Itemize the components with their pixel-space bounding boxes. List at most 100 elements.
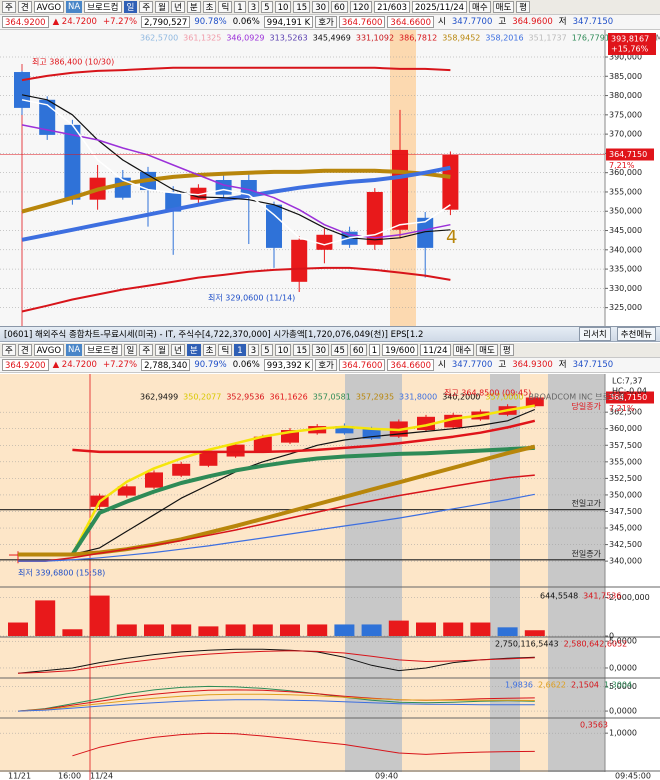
quote-hoga[interactable]: 호가 (315, 359, 337, 371)
interval-button[interactable]: 30 (312, 344, 330, 356)
interval-button[interactable]: 1 (234, 1, 246, 13)
interval-button[interactable]: 5 (261, 344, 273, 356)
quote-bar: 364.9200 ▲ 24.7200 +7.27% 2,790,527 90.78% 0.… (0, 15, 660, 30)
interval-button[interactable]: 1 (234, 344, 246, 356)
last-rate-label: 7,21% (609, 404, 635, 413)
quote-price: 364.9200 (2, 359, 49, 371)
symbol-input[interactable]: AVGO (33, 1, 65, 13)
last-rate-label: 7,21% (609, 161, 635, 170)
quote-rate: +7.27% (102, 17, 138, 27)
candle-body (417, 416, 435, 431)
legend-value: 386,7812 (399, 34, 437, 43)
period-button[interactable]: 초 (202, 1, 217, 13)
indicator-line (21, 168, 451, 214)
market-select[interactable]: 주 (2, 1, 16, 13)
name-field: 브로드컴 (84, 344, 122, 356)
period-button[interactable]: 틱 (218, 1, 233, 13)
y-tick-label: 325,000 (609, 303, 642, 312)
menu-button[interactable]: 리서치 (579, 327, 611, 341)
interval-button[interactable]: 60 (331, 1, 348, 13)
indicator-line (18, 404, 536, 556)
order-button[interactable]: 매도 (492, 1, 515, 13)
candle-body (9, 554, 27, 556)
indicator-line (18, 445, 535, 557)
y-tick-label: 342,500 (609, 540, 642, 549)
quote-hoga[interactable]: 호가 (315, 16, 337, 28)
interval-button[interactable]: 10 (274, 344, 292, 356)
count-annotation: 4 (446, 227, 457, 248)
candle-body (117, 486, 136, 496)
type-select[interactable]: 견 (17, 1, 32, 13)
indicator-line (18, 493, 535, 562)
quote-open-label: 시 (437, 17, 446, 27)
y-tick-label: 360,000 (609, 424, 642, 433)
period-button[interactable]: 초 (202, 344, 217, 356)
symbol-input[interactable]: AVGO (33, 344, 65, 356)
count-field: 19/600 (382, 344, 419, 356)
y-tick-label: 357,500 (609, 441, 642, 450)
volume-bar (497, 627, 518, 636)
date-field[interactable]: 2025/11/24 (412, 1, 468, 13)
volume-bar (8, 622, 28, 636)
interval-button[interactable]: 120 (349, 1, 373, 13)
candle-body (145, 472, 163, 488)
period-button[interactable]: 년 (170, 344, 185, 356)
menu-button[interactable]: 추천메뉴 (616, 327, 656, 341)
range-high: 393,8167 (611, 35, 649, 44)
period-button[interactable]: 분 (186, 344, 201, 356)
period-button[interactable]: 일 (123, 344, 138, 356)
interval-button[interactable]: 5 (261, 1, 273, 13)
order-button[interactable]: 매수 (452, 344, 475, 356)
indicator-line (21, 165, 451, 242)
order-button[interactable]: 매수 (469, 1, 491, 13)
quote-low: 347.7150 (572, 17, 614, 27)
type-select[interactable]: 견 (17, 344, 32, 356)
legend-value: BROADCOM INC 브로드컴 (529, 393, 625, 402)
candle-body (39, 99, 56, 135)
interval-button[interactable]: 30 (312, 1, 330, 13)
interval-button[interactable]: 3 (247, 344, 260, 356)
order-button[interactable]: 매도 (476, 344, 498, 356)
period-button[interactable]: 일 (123, 1, 138, 13)
name-field: 브로드컴 (84, 1, 122, 13)
y-tick-label: 352,500 (609, 474, 642, 483)
low-annotation: 최저 329,0600 (11/14) (208, 293, 295, 303)
x-tick-label: 11/24 (90, 772, 113, 780)
market-select[interactable]: 주 (2, 344, 16, 356)
volume-bar (307, 624, 328, 636)
candle-body (89, 177, 106, 200)
period-button[interactable]: 주 (139, 1, 154, 13)
period-button[interactable]: 주 (139, 344, 154, 356)
date-field[interactable]: 11/24 (420, 344, 451, 356)
period-button[interactable]: 년 (170, 1, 185, 13)
session-band (390, 30, 416, 326)
order-button[interactable]: 평 (516, 1, 531, 13)
candle-body (266, 204, 282, 248)
unit-input[interactable]: 1 (368, 344, 381, 356)
quote-ask: 364.7600 (338, 16, 386, 28)
period-button[interactable]: 틱 (218, 344, 233, 356)
y-tick-label: 0,0000 (609, 707, 637, 716)
period-button[interactable]: 월 (155, 1, 169, 13)
interval-button[interactable]: 60 (349, 344, 367, 356)
interval-button[interactable]: 45 (331, 344, 348, 356)
period-button[interactable]: 월 (155, 344, 169, 356)
period-button[interactable]: 분 (186, 1, 201, 13)
quote-open: 347.7700 (451, 360, 493, 370)
legend-value: 346,0929 (226, 34, 264, 43)
candle-body (253, 436, 272, 452)
y-tick-label: 365,000 (609, 149, 642, 158)
interval-button[interactable]: 10 (274, 1, 292, 13)
volume-bar (89, 595, 110, 636)
legend-value: 644,5548 (540, 592, 578, 601)
volume-bar (388, 620, 409, 636)
interval-button[interactable]: 15 (293, 1, 311, 13)
interval-button[interactable]: 15 (293, 344, 311, 356)
indicator-line (21, 124, 451, 239)
legend-value: 357,0000 (485, 393, 523, 402)
order-button[interactable]: 평 (499, 344, 514, 356)
y-tick-label: 0,0000 (609, 663, 637, 672)
indicator-line (17, 693, 535, 712)
quote-bid: 364.6600 (387, 16, 434, 28)
interval-button[interactable]: 3 (247, 1, 260, 13)
